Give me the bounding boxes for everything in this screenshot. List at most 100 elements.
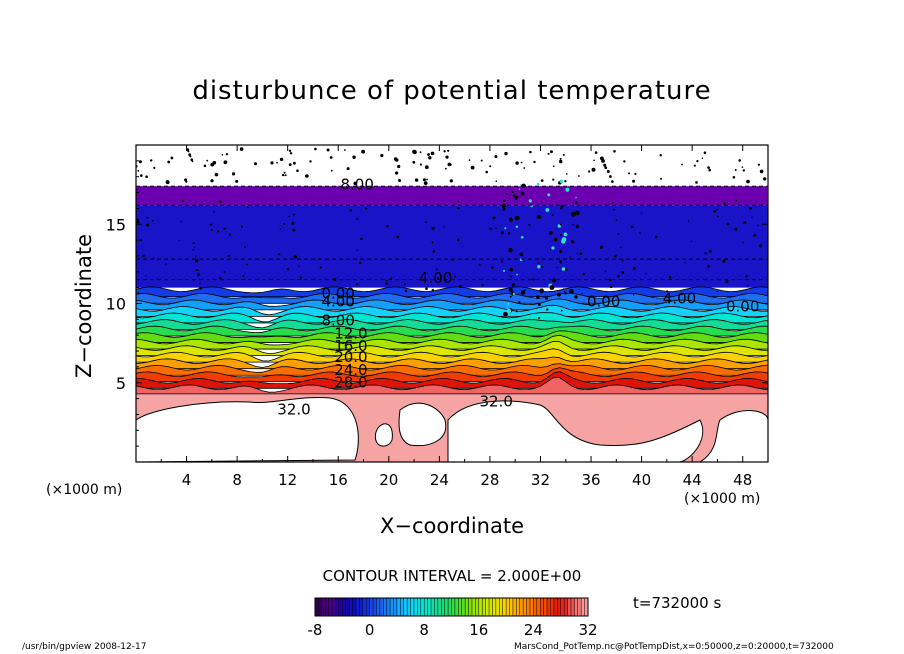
contour-speckle [510, 275, 512, 278]
contour-speckle [570, 290, 574, 293]
contour-speckle [199, 282, 201, 285]
contour-label: 24.0 [334, 361, 367, 379]
contour-speckle [505, 192, 508, 195]
contour-speckle [299, 276, 303, 279]
contour-speckle [734, 227, 738, 231]
contour-speckle [427, 153, 430, 156]
contour-speckle [150, 159, 153, 162]
contour-speckle [613, 208, 615, 211]
contour-speckle [569, 256, 571, 258]
contour-speckle [537, 303, 541, 306]
contour-speckle [195, 269, 197, 272]
y-tick-label: 10 [106, 295, 126, 314]
contour-speckle [757, 224, 759, 227]
contour-speckle [247, 206, 249, 208]
contour-band [136, 286, 768, 298]
contour-speckle [293, 255, 297, 259]
contour-speckle [380, 153, 384, 158]
contour-speckle [520, 236, 524, 239]
contour-speckle [197, 269, 199, 271]
contour-speckle [139, 239, 142, 242]
contour-speckle [436, 277, 440, 280]
contour-speckle [170, 156, 174, 160]
contour-speckle [672, 202, 674, 204]
chart-title: disturbunce of potential temperature [192, 76, 712, 106]
contour-speckle [508, 288, 513, 292]
contour-speckle [232, 172, 236, 176]
contour-label: 32.0 [277, 400, 310, 418]
contour-label: 0.00 [321, 285, 354, 303]
contour-speckle [563, 232, 568, 237]
contour-speckle [536, 182, 540, 186]
contour-speckle [742, 241, 744, 244]
contour-speckle [349, 209, 353, 212]
contour-label: 12.0 [334, 324, 367, 342]
contour-speckle [355, 282, 359, 286]
contour-speckle [684, 262, 686, 264]
contour-speckle [732, 176, 736, 179]
contour-speckle [761, 171, 763, 174]
contour-speckle [722, 259, 726, 263]
contour-speckle [137, 169, 140, 172]
contour-speckle [346, 167, 350, 171]
contour-speckle [716, 290, 718, 293]
contour-speckle [359, 261, 362, 265]
contour-speckle [283, 171, 286, 174]
contour-speckle [445, 167, 447, 170]
contour-speckle [549, 231, 553, 235]
contour-speckle [621, 271, 624, 274]
contour-speckle [575, 210, 580, 216]
contour-label: 0.00 [587, 293, 620, 311]
colorbar-tick-label: 16 [469, 621, 488, 639]
contour-speckle [430, 151, 435, 156]
contour-speckle [617, 232, 620, 235]
contour-speckle [518, 188, 521, 191]
contour-speckle [314, 147, 317, 151]
contour-speckle [640, 212, 643, 214]
contour-speckle [690, 240, 693, 243]
contour-speckle [440, 206, 442, 208]
contour-speckle [137, 292, 140, 295]
contour-speckle [145, 275, 147, 277]
contour-band [136, 330, 768, 343]
contour-speckle [360, 237, 363, 241]
contour-band [136, 356, 768, 370]
contour-speckle [753, 234, 756, 237]
contour-speckle [529, 150, 532, 154]
contour-speckle [395, 171, 399, 175]
contour-speckle [558, 260, 563, 264]
contour-speckle [412, 149, 417, 154]
contour-speckle [717, 215, 719, 218]
contour-speckle [634, 172, 637, 175]
contour-speckle [520, 191, 525, 196]
contour-speckle [621, 260, 624, 262]
contour-label: 20.0 [334, 348, 367, 366]
contour-speckle [219, 200, 222, 203]
x-tick-label: 12 [278, 471, 297, 489]
contour-speckle [146, 223, 150, 227]
contour-speckle [452, 259, 454, 262]
contour-speckle [546, 308, 549, 311]
x-tick-label: 8 [232, 471, 242, 489]
contour-speckle [457, 206, 460, 210]
contour-speckle [353, 181, 358, 186]
contour-speckle [239, 147, 244, 151]
contour-speckle [574, 201, 578, 204]
contour-speckle [533, 160, 536, 164]
contour-speckle [559, 159, 563, 164]
y-tick-label: 5 [116, 374, 126, 393]
contour-speckle [638, 231, 641, 234]
contour-speckle [326, 148, 330, 152]
contour-speckle [599, 245, 604, 249]
contour-speckle [515, 310, 518, 313]
contour-speckle [457, 200, 460, 203]
contour-speckle [495, 227, 497, 229]
contour-speckle [559, 250, 563, 254]
contour-speckle [502, 207, 506, 211]
contour-speckle [632, 179, 636, 183]
contour-speckle [512, 292, 516, 295]
contour-speckle [445, 155, 449, 159]
contour-speckle [666, 290, 669, 293]
contour-speckle [508, 217, 513, 222]
contour-speckle [604, 166, 608, 170]
